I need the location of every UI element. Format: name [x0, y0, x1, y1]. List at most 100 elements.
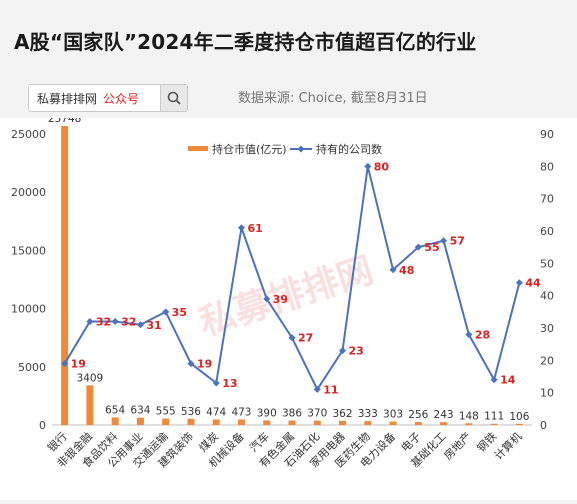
right-axis-tick-label: 90 [540, 128, 554, 141]
chart-area: 私募排排网 0 5000 10000 15000 20000 25000 0 10 20 30 40 5… [0, 113, 577, 500]
line-value-label: 55 [424, 241, 439, 254]
data-source: 数据来源: Choice, 截至8月31日 [238, 91, 428, 106]
chart-title: A股“国家队”2024年二季度持仓市值超百亿的行业 [14, 30, 477, 54]
line-value-label: 48 [399, 264, 414, 277]
right-axis-tick-label: 40 [540, 290, 554, 303]
bar [389, 421, 397, 425]
bar [339, 420, 347, 425]
search-box[interactable]: 私募排排网 公众号 [28, 84, 188, 112]
left-axis-tick-label: 10000 [11, 303, 46, 316]
bar [288, 420, 296, 425]
left-axis-tick-label: 5000 [18, 361, 46, 374]
right-axis-tick-label: 50 [540, 257, 554, 270]
left-axis-tick-label: 15000 [11, 244, 46, 257]
line-point-marker [187, 360, 195, 368]
line-point-marker [414, 243, 422, 251]
bar [313, 420, 321, 425]
search-tag-label: 公众号 [103, 91, 140, 106]
line-point-marker [162, 308, 170, 316]
bar [187, 418, 195, 425]
bar-value-label: 3409 [77, 372, 104, 384]
bar-value-label: 333 [358, 408, 378, 420]
line-value-label: 39 [273, 293, 288, 306]
search-site-label: 私募排排网 [37, 91, 98, 106]
right-axis-tick-label: 20 [540, 354, 554, 367]
line-point-marker [136, 321, 144, 329]
bar [465, 423, 473, 425]
line-value-label: 57 [450, 235, 465, 248]
line-value-label: 32 [121, 316, 136, 329]
left-axis-tick-label: 25000 [11, 128, 46, 141]
bar-value-label: 370 [307, 408, 327, 420]
line-point-marker [313, 385, 321, 393]
bar [212, 419, 220, 425]
bar-value-label: 148 [459, 410, 479, 422]
bar [515, 423, 523, 425]
bar-value-label: 362 [333, 408, 353, 420]
line-point-marker [86, 318, 94, 326]
bar [414, 422, 422, 425]
legend-bar-label: 持仓市值(亿元) [212, 142, 287, 156]
bar [263, 420, 271, 425]
left-axis-tick-label: 0 [39, 419, 46, 432]
line-value-label: 19 [197, 358, 212, 371]
combo-chart: 私募排排网05000100001500020000250000102030405… [11, 113, 554, 470]
bar [136, 417, 144, 425]
line-point-marker [364, 162, 372, 170]
bar-value-label: 555 [156, 406, 176, 418]
bar [162, 418, 170, 425]
right-axis-tick-label: 0 [540, 419, 547, 432]
bar [237, 419, 245, 425]
category-label: 计算机 [491, 429, 524, 462]
bar [440, 422, 448, 425]
search-button[interactable] [160, 85, 187, 111]
bar-value-label: 256 [408, 409, 428, 421]
line-point-marker [440, 237, 448, 245]
bar [364, 421, 372, 425]
line-value-label: 11 [323, 383, 338, 396]
line-value-label: 19 [71, 358, 86, 371]
line-value-label: 32 [96, 316, 111, 329]
bar-value-label: 654 [105, 404, 125, 416]
line-value-label: 23 [349, 345, 364, 358]
line-point-marker [61, 360, 69, 368]
bar-value-label: 474 [206, 406, 226, 418]
legend-line-marker [297, 145, 305, 153]
bar-value-label: 634 [130, 405, 150, 417]
line-point-marker [515, 279, 523, 287]
line-value-label: 13 [222, 377, 237, 390]
bar-value-label: 243 [434, 409, 454, 421]
category-label: 房地产 [441, 429, 474, 462]
line-value-label: 28 [475, 328, 490, 341]
right-axis-tick-label: 70 [540, 193, 554, 206]
bar [61, 126, 69, 425]
line-value-label: 14 [500, 374, 516, 387]
left-axis-tick-label: 20000 [11, 186, 46, 199]
bar [111, 417, 119, 425]
line-point-marker [339, 347, 347, 355]
bar-value-label: 536 [181, 406, 201, 418]
right-axis-tick-label: 80 [540, 160, 554, 173]
bar [86, 385, 94, 425]
line-point-marker [263, 295, 271, 303]
line-point-marker [237, 224, 245, 232]
search-icon [167, 91, 181, 105]
bar-value-label: 25748 [48, 118, 81, 125]
bar [490, 423, 498, 425]
legend-bar-swatch [188, 146, 208, 151]
bar-value-label: 111 [484, 411, 504, 423]
line-value-label: 44 [525, 277, 541, 290]
bar-value-label: 106 [509, 411, 529, 423]
right-axis-tick-label: 60 [540, 225, 554, 238]
bar-value-label: 303 [383, 408, 403, 420]
line-point-marker [465, 330, 473, 338]
line-point-marker [490, 376, 498, 384]
line-value-label: 31 [146, 319, 161, 332]
line-point-marker [212, 379, 220, 387]
line-value-label: 80 [374, 160, 390, 173]
bar-value-label: 390 [257, 407, 277, 419]
legend-line-label: 持有的公司数 [316, 142, 382, 156]
line-point-marker [288, 334, 296, 342]
line-point-marker [111, 318, 119, 326]
bar-value-label: 473 [231, 406, 251, 418]
